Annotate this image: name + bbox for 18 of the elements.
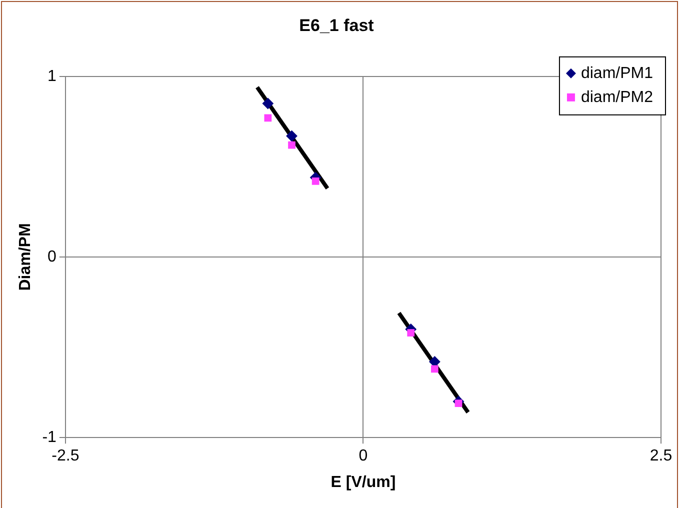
point <box>312 177 320 185</box>
point <box>431 365 438 373</box>
legend-label: diam/PM1 <box>580 64 654 82</box>
point <box>262 98 274 109</box>
y-axis-title: Diam/PM <box>17 223 34 291</box>
x-tick-label: 0 <box>358 448 368 465</box>
x-axis-title: E [V/um] <box>330 474 396 491</box>
point <box>286 130 298 142</box>
y-tick-label: -1 <box>42 429 57 446</box>
legend-label: diam/PM2 <box>580 88 654 106</box>
point <box>288 141 296 149</box>
chart-title: E6_1 fast <box>299 16 374 35</box>
point <box>407 329 415 337</box>
y-tick-label: 0 <box>48 248 57 266</box>
y-tick-label: 1 <box>48 68 57 85</box>
point <box>264 114 272 122</box>
x-tick-label: 2.5 <box>650 448 672 465</box>
x-tick-label: -2.5 <box>52 448 80 465</box>
